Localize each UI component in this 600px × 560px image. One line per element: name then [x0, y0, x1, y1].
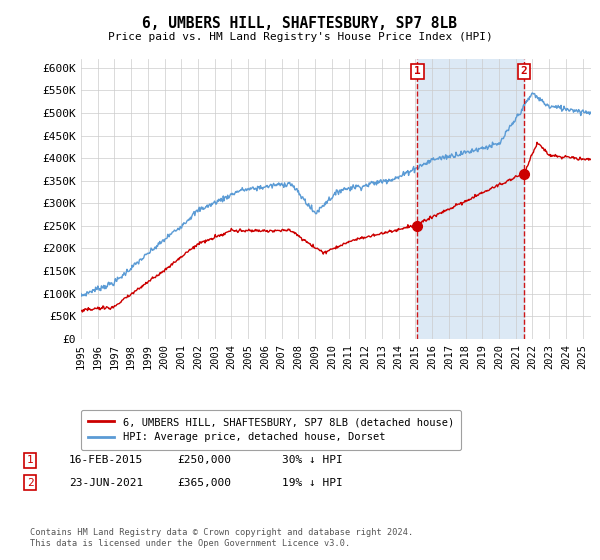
Text: Price paid vs. HM Land Registry's House Price Index (HPI): Price paid vs. HM Land Registry's House …	[107, 32, 493, 43]
Text: Contains HM Land Registry data © Crown copyright and database right 2024.
This d: Contains HM Land Registry data © Crown c…	[30, 528, 413, 548]
Text: 1: 1	[26, 455, 34, 465]
Text: 23-JUN-2021: 23-JUN-2021	[69, 478, 143, 488]
Text: 2: 2	[26, 478, 34, 488]
Bar	[418, 59, 524, 339]
Text: 6, UMBERS HILL, SHAFTESBURY, SP7 8LB: 6, UMBERS HILL, SHAFTESBURY, SP7 8LB	[143, 16, 458, 31]
Text: 30% ↓ HPI: 30% ↓ HPI	[282, 455, 343, 465]
Text: £250,000: £250,000	[177, 455, 231, 465]
Text: 16-FEB-2015: 16-FEB-2015	[69, 455, 143, 465]
Legend: 6, UMBERS HILL, SHAFTESBURY, SP7 8LB (detached house), HPI: Average price, detac: 6, UMBERS HILL, SHAFTESBURY, SP7 8LB (de…	[81, 410, 461, 450]
Text: £365,000: £365,000	[177, 478, 231, 488]
Text: 2: 2	[520, 67, 527, 76]
Text: 1: 1	[414, 67, 421, 76]
Text: 19% ↓ HPI: 19% ↓ HPI	[282, 478, 343, 488]
